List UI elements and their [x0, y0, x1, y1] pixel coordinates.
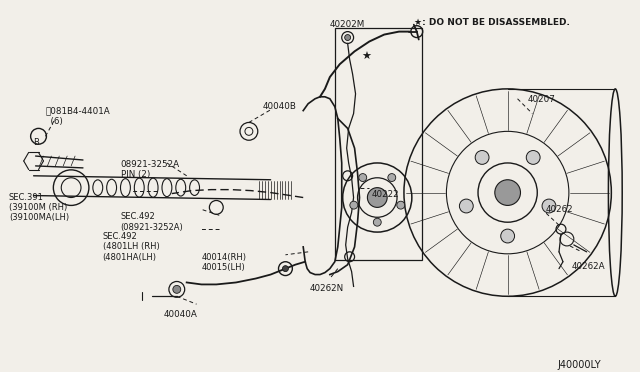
Text: 40040A: 40040A	[164, 310, 198, 319]
Circle shape	[495, 180, 520, 205]
Text: ★: DO NOT BE DISASSEMBLED.: ★: DO NOT BE DISASSEMBLED.	[414, 18, 570, 27]
Circle shape	[173, 285, 180, 293]
Circle shape	[282, 266, 289, 272]
Text: B: B	[33, 138, 38, 147]
Circle shape	[350, 201, 358, 209]
Text: 40262N: 40262N	[310, 285, 344, 294]
Circle shape	[373, 218, 381, 226]
Text: 40222: 40222	[371, 190, 399, 199]
Text: 40262: 40262	[545, 205, 573, 214]
Text: 40262A: 40262A	[572, 262, 605, 271]
Text: SEC.492
(4801LH (RH)
(4801HA(LH): SEC.492 (4801LH (RH) (4801HA(LH)	[103, 232, 159, 262]
Circle shape	[367, 187, 387, 208]
Text: Ⓑ081B4-4401A
  (6): Ⓑ081B4-4401A (6)	[45, 107, 110, 126]
Circle shape	[526, 151, 540, 164]
Text: J40000LY: J40000LY	[557, 360, 601, 371]
Circle shape	[475, 151, 489, 164]
Text: SEC.492
(08921-3252A): SEC.492 (08921-3252A)	[120, 212, 183, 232]
Circle shape	[542, 199, 556, 213]
Text: SEC.391
(39100M (RH)
(39100MA(LH): SEC.391 (39100M (RH) (39100MA(LH)	[9, 193, 69, 222]
Text: 08921-3252A
PIN (2): 08921-3252A PIN (2)	[120, 160, 180, 179]
Circle shape	[359, 174, 367, 182]
Text: 40014(RH)
40015(LH): 40014(RH) 40015(LH)	[202, 253, 246, 272]
Text: 40207: 40207	[527, 95, 556, 104]
Text: 40202M: 40202M	[330, 20, 365, 29]
Circle shape	[345, 35, 351, 41]
Circle shape	[500, 229, 515, 243]
Text: ★: ★	[362, 52, 371, 62]
Text: 40040B: 40040B	[262, 102, 296, 111]
Circle shape	[397, 201, 404, 209]
Bar	[335, 28, 422, 260]
Circle shape	[388, 174, 396, 182]
Circle shape	[460, 199, 473, 213]
